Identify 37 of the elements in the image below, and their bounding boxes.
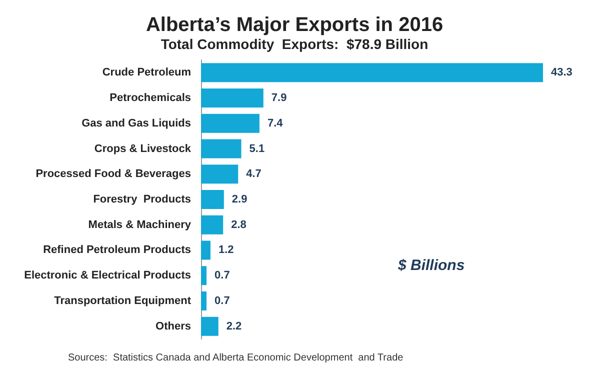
data-label: 5.1: [249, 142, 265, 155]
source-note: Sources: Statistics Canada and Alberta Economic Development and Trade: [68, 352, 404, 364]
data-label: 43.3: [551, 66, 572, 79]
bar: [201, 266, 207, 286]
bar: [201, 240, 210, 260]
data-label: 4.7: [246, 168, 262, 180]
y-tick-label: Crude Petroleum: [102, 66, 192, 79]
bar: [201, 190, 224, 209]
bar: [201, 164, 238, 184]
y-tick-label: Crops & Livestock: [94, 142, 192, 155]
data-label: 0.7: [214, 270, 230, 282]
bar: [201, 63, 543, 82]
data-label: 7.9: [271, 92, 287, 104]
y-tick-label: Refined Petroleum Products: [43, 244, 191, 256]
bar: [201, 88, 264, 108]
bar: [201, 114, 260, 133]
y-tick-label: Metals & Machinery: [88, 218, 192, 231]
data-label: 1.2: [218, 244, 234, 256]
data-label: 2.2: [226, 320, 242, 332]
y-tick-label: Gas and Gas Liquids: [82, 117, 191, 130]
data-label: 7.4: [267, 117, 284, 130]
bar: [201, 215, 224, 234]
chart-subtitle: Total Commodity Exports: $78.9 Billion: [160, 36, 428, 52]
y-tick-label: Petrochemicals: [110, 92, 191, 104]
data-label: 0.7: [214, 294, 230, 307]
data-label: 2.9: [232, 194, 248, 206]
y-tick-label: Others: [156, 320, 191, 332]
y-tick-label: Forestry Products: [93, 194, 191, 206]
y-tick-label: Processed Food & Beverages: [36, 168, 191, 180]
bar: [201, 316, 218, 336]
bar: [201, 291, 207, 310]
y-tick-label: Electronic & Electrical Products: [24, 270, 191, 282]
y-tick-label: Transportation Equipment: [54, 294, 192, 307]
bar: [201, 139, 242, 158]
annotation: $ Billions: [397, 257, 465, 274]
data-label: 2.8: [231, 218, 246, 231]
chart-title: Alberta’s Major Exports in 2016: [146, 14, 444, 36]
